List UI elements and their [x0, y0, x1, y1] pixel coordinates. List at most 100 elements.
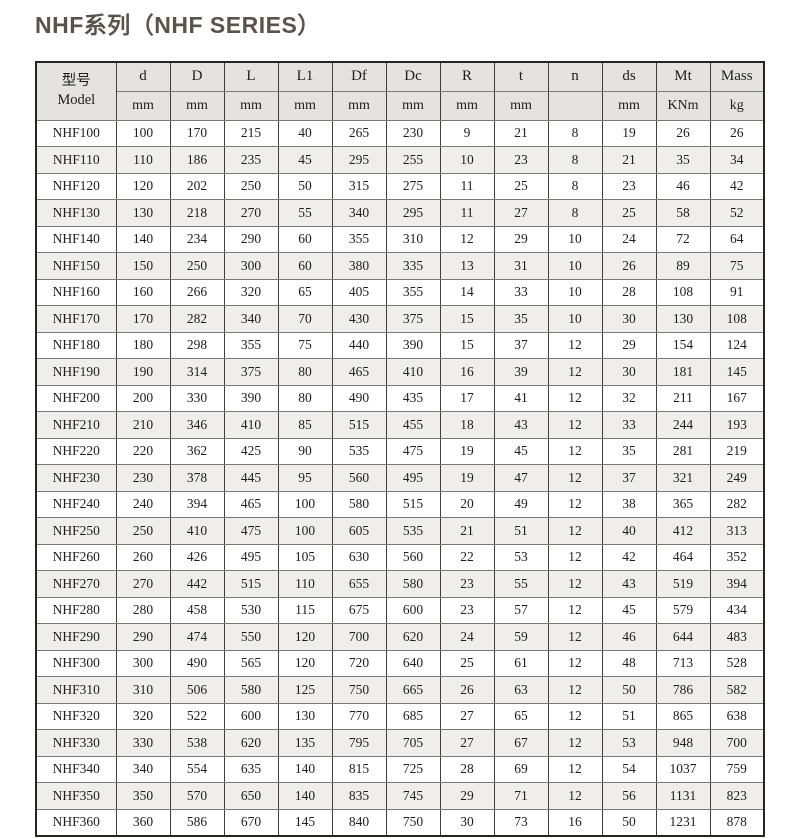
value-cell: 19 [601, 119, 657, 147]
value-cell: 394 [709, 570, 765, 598]
model-cell: NHF310 [35, 676, 117, 704]
value-cell: 35 [493, 305, 549, 333]
value-cell: 125 [277, 676, 333, 704]
value-cell: 53 [493, 543, 549, 571]
value-cell: 140 [277, 755, 333, 783]
value-cell: 295 [331, 146, 387, 174]
value-cell: 249 [709, 464, 765, 492]
value-cell: 605 [331, 517, 387, 545]
value-cell: 219 [709, 437, 765, 465]
value-cell: 170 [115, 305, 171, 333]
value-cell: 120 [115, 172, 171, 200]
table-row: NHF210 210 346 410 85 515 455 18 43 12 33 244 193 [35, 411, 765, 439]
value-cell: 32 [601, 384, 657, 412]
value-cell: 579 [655, 596, 711, 624]
value-cell: 640 [385, 649, 441, 677]
value-cell: 586 [169, 808, 225, 836]
value-cell: 823 [709, 782, 765, 810]
value-cell: 320 [115, 702, 171, 730]
column-header-ds: ds [601, 61, 657, 92]
value-cell: 560 [331, 464, 387, 492]
value-cell: 120 [277, 649, 333, 677]
value-cell: 35 [655, 146, 711, 174]
value-cell: 12 [547, 411, 603, 439]
value-cell: 26 [439, 676, 495, 704]
value-cell: 50 [601, 676, 657, 704]
value-cell: 140 [115, 225, 171, 253]
value-cell: 335 [385, 252, 441, 280]
value-cell: 835 [331, 782, 387, 810]
value-cell: 1037 [655, 755, 711, 783]
value-cell: 750 [385, 808, 441, 836]
table-row: NHF310 310 506 580 125 750 665 26 63 12 50 786 582 [35, 676, 765, 704]
column-header-d: D [169, 61, 225, 92]
value-cell: 30 [601, 358, 657, 386]
value-cell: 51 [601, 702, 657, 730]
value-cell: 215 [223, 119, 279, 147]
column-header-df: Df [331, 61, 387, 92]
value-cell: 8 [547, 199, 603, 227]
value-cell: 220 [115, 437, 171, 465]
value-cell: 700 [709, 729, 765, 757]
model-cell: NHF230 [35, 464, 117, 492]
value-cell: 725 [385, 755, 441, 783]
value-cell: 11 [439, 199, 495, 227]
model-cell: NHF250 [35, 517, 117, 545]
value-cell: 23 [601, 172, 657, 200]
value-cell: 495 [385, 464, 441, 492]
value-cell: 12 [547, 437, 603, 465]
value-cell: 65 [493, 702, 549, 730]
value-cell: 30 [601, 305, 657, 333]
table-row: NHF180 180 298 355 75 440 390 15 37 12 29 154 124 [35, 331, 765, 359]
value-cell: 73 [493, 808, 549, 836]
value-cell: 12 [547, 464, 603, 492]
value-cell: 33 [601, 411, 657, 439]
table-row: NHF300 300 490 565 120 720 640 25 61 12 48 713 528 [35, 649, 765, 677]
column-unit-mass: kg [709, 90, 765, 121]
value-cell: 71 [493, 782, 549, 810]
value-cell: 54 [601, 755, 657, 783]
value-cell: 630 [331, 543, 387, 571]
value-cell: 570 [169, 782, 225, 810]
value-cell: 266 [169, 278, 225, 306]
value-cell: 140 [277, 782, 333, 810]
model-column-header: 型号 Model [35, 61, 117, 121]
value-cell: 330 [115, 729, 171, 757]
value-cell: 675 [331, 596, 387, 624]
value-cell: 57 [493, 596, 549, 624]
value-cell: 375 [385, 305, 441, 333]
value-cell: 270 [223, 199, 279, 227]
model-cell: NHF130 [35, 199, 117, 227]
value-cell: 314 [169, 358, 225, 386]
value-cell: 355 [331, 225, 387, 253]
value-cell: 878 [709, 808, 765, 836]
value-cell: 210 [115, 411, 171, 439]
table-row: NHF160 160 266 320 65 405 355 14 33 10 28 108 91 [35, 278, 765, 306]
value-cell: 19 [439, 437, 495, 465]
value-cell: 442 [169, 570, 225, 598]
value-cell: 60 [277, 252, 333, 280]
value-cell: 70 [277, 305, 333, 333]
value-cell: 61 [493, 649, 549, 677]
value-cell: 91 [709, 278, 765, 306]
value-cell: 130 [277, 702, 333, 730]
value-cell: 295 [385, 199, 441, 227]
value-cell: 45 [601, 596, 657, 624]
value-cell: 10 [547, 278, 603, 306]
value-cell: 670 [223, 808, 279, 836]
table-row: NHF170 170 282 340 70 430 375 15 35 10 30 130 108 [35, 305, 765, 333]
value-cell: 64 [709, 225, 765, 253]
value-cell: 45 [277, 146, 333, 174]
value-cell: 310 [115, 676, 171, 704]
value-cell: 59 [493, 623, 549, 651]
value-cell: 45 [493, 437, 549, 465]
value-cell: 795 [331, 729, 387, 757]
value-cell: 464 [655, 543, 711, 571]
value-cell: 12 [547, 358, 603, 386]
value-cell: 340 [115, 755, 171, 783]
value-cell: 190 [115, 358, 171, 386]
value-cell: 483 [709, 623, 765, 651]
value-cell: 12 [547, 729, 603, 757]
value-cell: 100 [115, 119, 171, 147]
